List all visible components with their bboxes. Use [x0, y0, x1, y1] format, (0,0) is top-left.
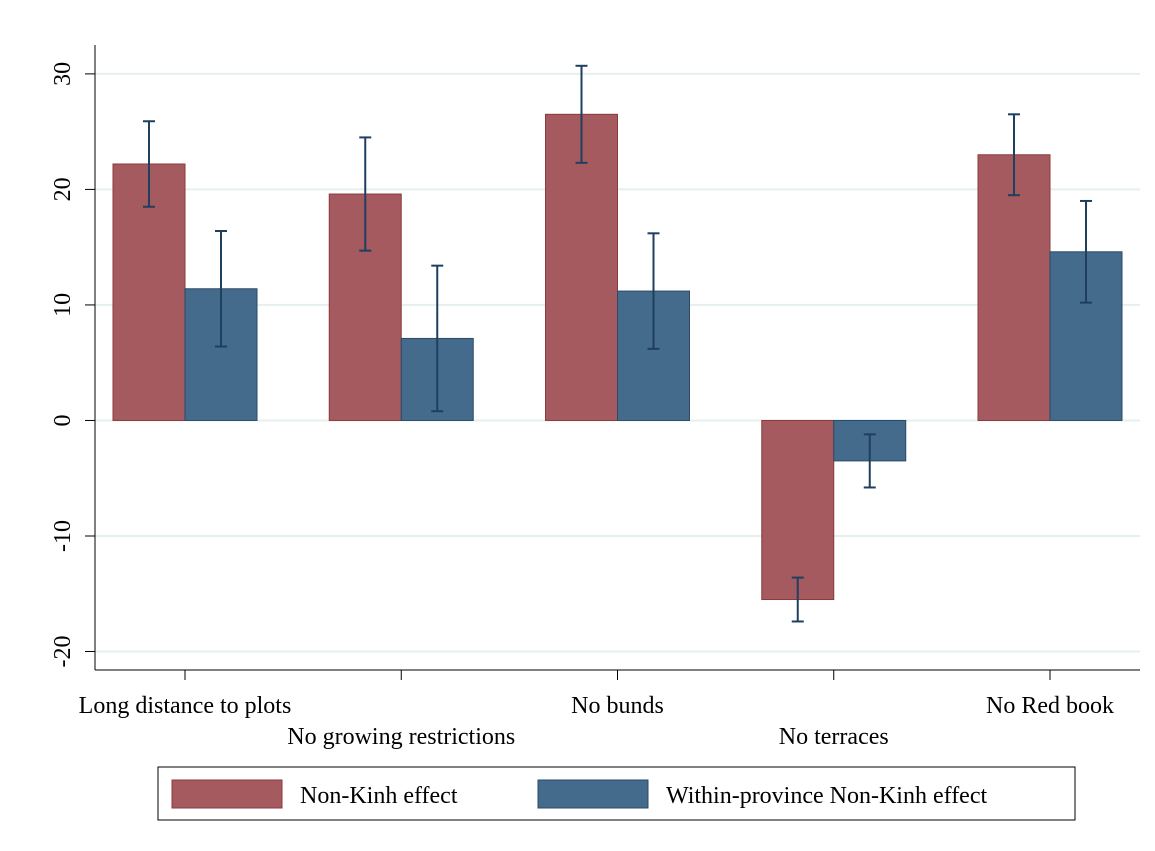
- legend-swatch: [171, 779, 283, 809]
- y-tick-label: 20: [50, 177, 76, 201]
- legend-label: Within-province Non-Kinh effect: [666, 783, 987, 809]
- error-bar: [647, 232, 660, 350]
- y-tick-label: 10: [50, 293, 76, 317]
- error-bar: [143, 120, 155, 208]
- y-tick-label: -10: [50, 520, 76, 552]
- error-bar: [863, 433, 876, 489]
- x-tick-label: No Red book: [986, 693, 1114, 719]
- error-bar: [575, 64, 588, 164]
- legend-box: [157, 766, 1076, 821]
- x-tick-label: No terraces: [779, 724, 889, 750]
- x-tick-label: Long distance to plots: [79, 693, 292, 719]
- y-tick-label: 30: [50, 62, 76, 86]
- error-bar: [791, 576, 804, 623]
- x-tick-label: No bunds: [571, 693, 664, 719]
- error-bar: [215, 229, 227, 348]
- error-bar: [431, 264, 444, 413]
- legend-label: Non-Kinh effect: [300, 783, 458, 809]
- bar: [545, 113, 618, 421]
- legend-swatch: [537, 779, 649, 809]
- bar: [761, 419, 835, 601]
- error-bar: [359, 136, 372, 252]
- y-tick-label: -20: [50, 636, 76, 668]
- bar: [1049, 251, 1123, 421]
- error-bar: [1008, 113, 1020, 197]
- x-tick-label: No growing restrictions: [287, 724, 515, 750]
- y-tick-label: 0: [50, 414, 76, 426]
- error-bar: [1080, 199, 1092, 304]
